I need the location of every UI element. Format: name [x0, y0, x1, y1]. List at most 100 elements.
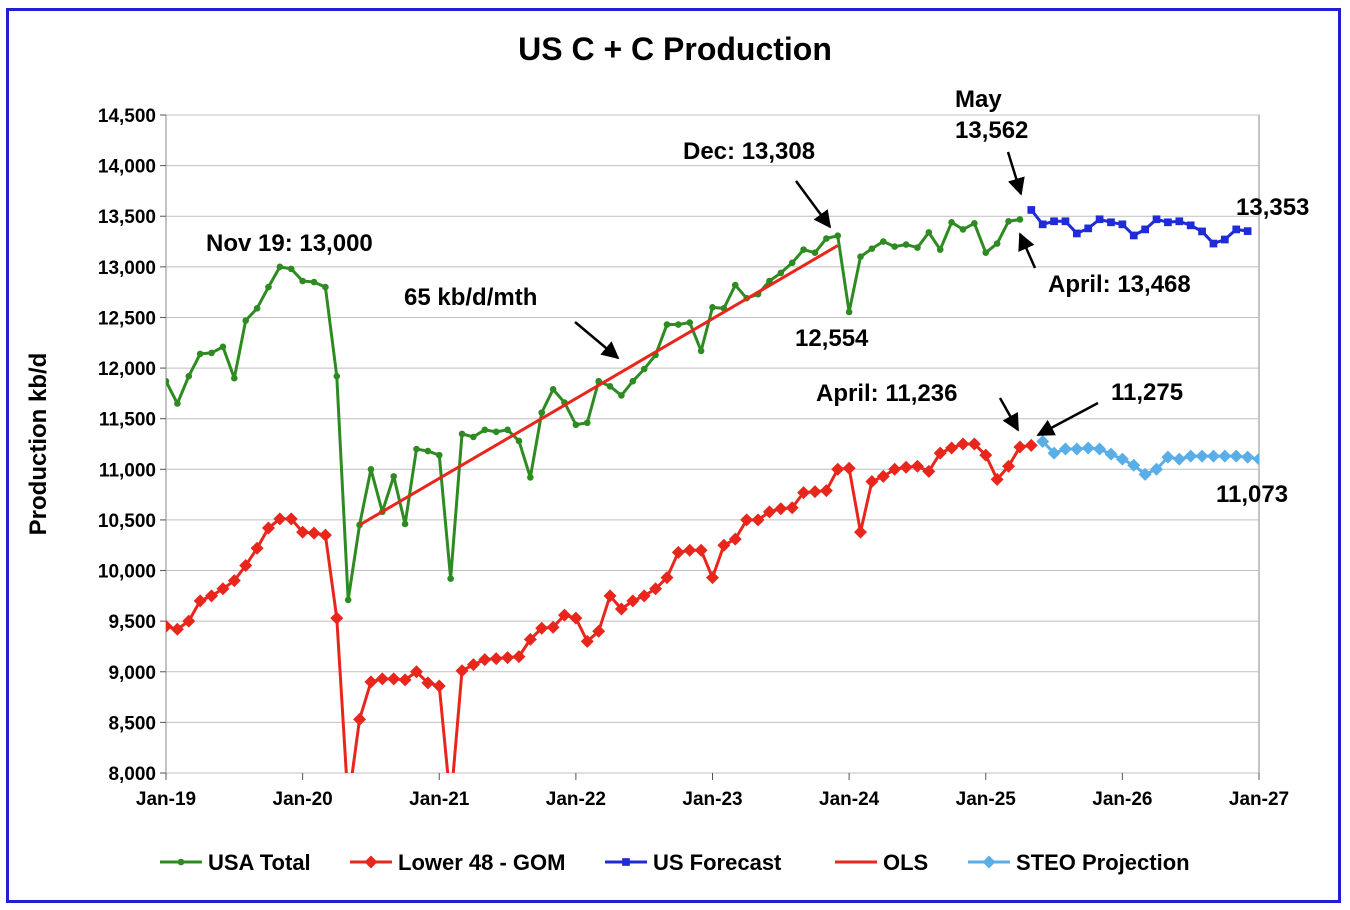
annotation-arrow	[998, 397, 1020, 432]
data-point-lower-48-gom	[432, 679, 446, 693]
y-tick-label: 13,000	[98, 258, 156, 279]
data-point-steo-projection	[1161, 450, 1175, 464]
series-lower-48-gom	[166, 437, 1038, 810]
data-point-us-forecast	[1152, 215, 1161, 224]
annotation-arrow	[1006, 151, 1025, 196]
data-point-usa-total	[458, 430, 466, 438]
legend-label: OLS	[883, 850, 928, 875]
data-point-lower-48-gom	[831, 462, 845, 476]
data-point-usa-total	[1005, 217, 1012, 225]
data-point-lower-48-gom	[569, 611, 583, 625]
data-point-us-forecast	[1209, 239, 1218, 248]
data-point-usa-total	[492, 428, 500, 436]
data-point-lower-48-gom	[797, 486, 811, 500]
legend-label: Lower 48 - GOM	[398, 850, 565, 875]
data-point-lower-48-gom	[854, 525, 868, 539]
data-point-steo-projection	[1172, 452, 1186, 466]
legend-label: USA Total	[208, 850, 311, 875]
data-point-steo-projection	[1138, 467, 1152, 481]
data-point-usa-total	[618, 392, 625, 399]
data-point-lower-48-gom	[956, 437, 970, 451]
data-point-lower-48-gom	[1024, 438, 1038, 452]
data-point-usa-total	[868, 245, 876, 252]
data-point-usa-total	[948, 219, 955, 226]
y-tick-label: 9,500	[108, 612, 156, 633]
data-point-usa-total	[959, 226, 967, 233]
data-point-steo-projection	[1264, 455, 1277, 468]
data-point-steo-projection	[1150, 462, 1164, 476]
data-point-usa-total	[925, 229, 933, 236]
annotation-label: 65 kb/d/mth	[404, 284, 537, 311]
data-point-usa-total	[481, 426, 489, 434]
data-point-lower-48-gom	[785, 501, 799, 515]
data-point-lower-48-gom	[728, 532, 742, 546]
data-point-us-forecast	[1061, 217, 1070, 226]
data-point-usa-total	[299, 277, 306, 285]
legend-label: US Forecast	[653, 850, 782, 875]
data-point-lower-48-gom	[342, 797, 355, 810]
data-point-lower-48-gom	[466, 658, 480, 672]
data-point-us-forecast	[1243, 227, 1252, 235]
y-tick-label: 10,500	[98, 511, 156, 532]
data-point-lower-48-gom	[307, 526, 321, 540]
series-ols	[358, 244, 839, 527]
data-point-lower-48-gom	[273, 512, 287, 526]
data-point-lower-48-gom	[876, 469, 890, 483]
data-point-lower-48-gom	[170, 622, 184, 636]
data-point-steo-projection	[1229, 449, 1243, 463]
legend-item-ols: OLS	[835, 850, 928, 875]
data-point-lower-48-gom	[523, 632, 537, 646]
annotation-line: 13,562	[955, 117, 1028, 144]
data-point-lower-48-gom	[1013, 440, 1027, 454]
y-tick-label: 10,000	[98, 562, 156, 583]
data-point-steo-projection	[1047, 446, 1061, 460]
data-point-usa-total	[993, 240, 1001, 247]
data-point-usa-total	[219, 343, 227, 351]
annotation-arrow	[1018, 232, 1037, 269]
data-point-lower-48-gom	[250, 541, 264, 555]
data-point-usa-total	[1016, 216, 1024, 223]
data-point-usa-total	[697, 347, 705, 355]
data-point-lower-48-gom	[398, 673, 412, 687]
data-point-usa-total	[231, 374, 238, 382]
x-tick-label: Jan-19	[136, 789, 196, 810]
data-point-usa-total	[663, 321, 671, 328]
data-point-lower-48-gom	[227, 574, 241, 588]
data-point-usa-total	[435, 451, 443, 459]
data-point-lower-48-gom	[455, 664, 469, 678]
data-point-lower-48-gom	[512, 650, 526, 664]
data-point-usa-total	[196, 350, 204, 358]
data-point-usa-total	[401, 520, 409, 528]
data-point-usa-total	[891, 243, 898, 250]
annotation-label: Nov 19: 13,000	[206, 230, 373, 257]
data-point-lower-48-gom	[421, 676, 435, 690]
data-point-lower-48-gom	[671, 545, 685, 559]
legend-marker	[982, 855, 996, 869]
annotation-arrow	[794, 180, 832, 229]
annotation-line: Nov 19: 13,000	[206, 230, 373, 257]
data-point-usa-total	[242, 317, 249, 324]
data-point-lower-48-gom	[626, 594, 640, 608]
data-point-lower-48-gom	[284, 512, 298, 526]
data-point-us-forecast	[1107, 218, 1115, 227]
x-tick-label: Jan-24	[819, 789, 880, 810]
annotation-line: May	[955, 86, 1002, 113]
data-point-lower-48-gom	[535, 621, 549, 635]
x-tick-label: Jan-25	[956, 789, 1017, 810]
data-point-us-forecast	[1175, 217, 1184, 226]
data-point-usa-total	[902, 241, 910, 248]
annotation-line: 11,073	[1216, 481, 1288, 508]
data-point-steo-projection	[1218, 449, 1232, 463]
annotation-label: 11,073	[1216, 481, 1288, 508]
y-tick-label: 8,000	[108, 764, 156, 785]
legend-marker	[622, 858, 630, 866]
data-point-lower-48-gom	[409, 665, 423, 679]
legend-item-usa-total: USA Total	[160, 850, 311, 875]
data-point-us-forecast	[1038, 220, 1047, 229]
data-point-lower-48-gom	[660, 571, 674, 585]
data-point-usa-total	[982, 249, 990, 256]
data-point-usa-total	[823, 235, 830, 242]
data-point-us-forecast	[1129, 231, 1138, 240]
data-point-lower-48-gom	[865, 474, 879, 488]
data-point-us-forecast	[1164, 218, 1172, 227]
